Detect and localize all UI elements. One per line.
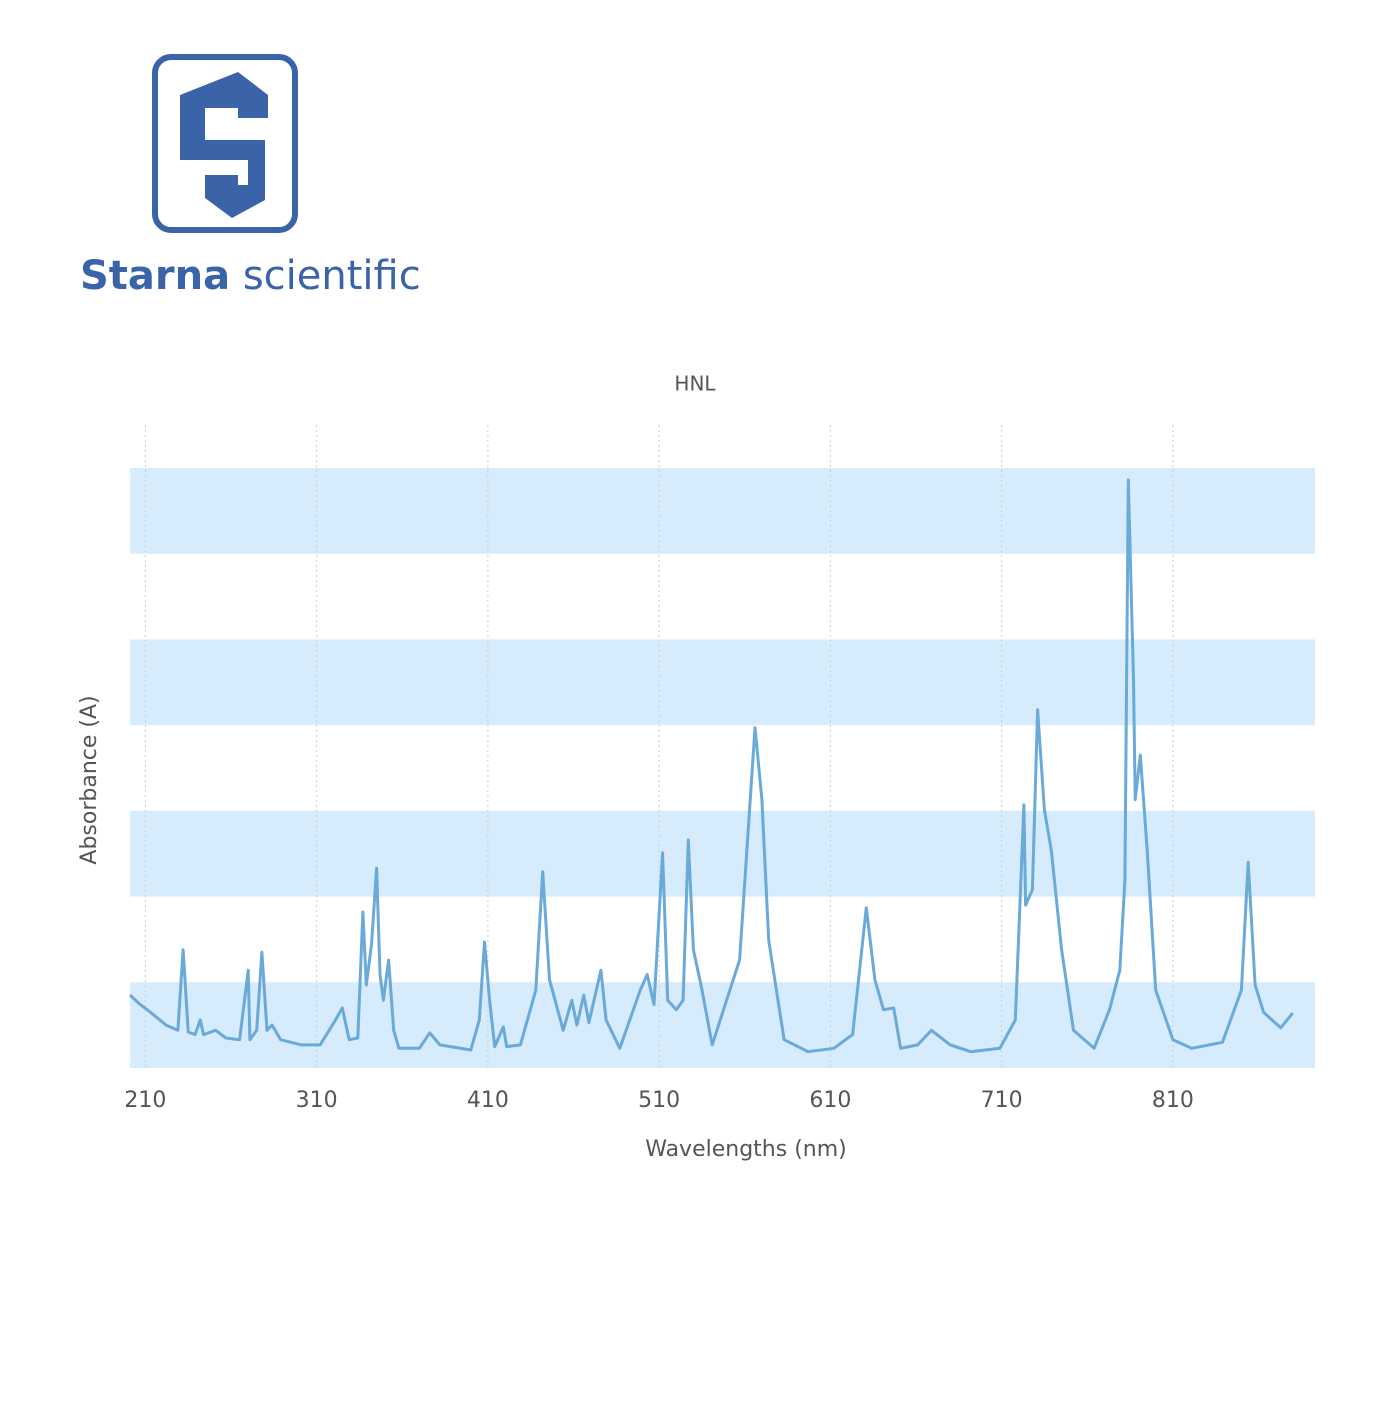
x-tick-label: 610	[809, 1088, 851, 1113]
logo-suffix: scientific	[243, 253, 421, 299]
band	[130, 639, 1315, 726]
logo-mark	[180, 72, 268, 218]
chart-title: HNL	[674, 372, 716, 396]
x-tick-label: 710	[981, 1088, 1023, 1113]
x-tick-label: 810	[1152, 1088, 1194, 1113]
x-tick-label: 510	[638, 1088, 680, 1113]
y-axis-label: Absorbance (A)	[77, 695, 102, 864]
band	[130, 468, 1315, 554]
logo-frame	[152, 54, 298, 233]
x-tick-label: 410	[467, 1088, 509, 1113]
x-tick-label: 310	[296, 1088, 338, 1113]
band	[130, 810, 1315, 897]
band	[130, 982, 1315, 1068]
logo: Starna scientific	[80, 54, 421, 299]
logo-brand: Starna	[80, 253, 230, 299]
plot: 210 310 410 510 610 710 810	[124, 425, 1315, 1113]
logo-text: Starna scientific	[80, 253, 421, 299]
spectrum-line	[128, 478, 1294, 1054]
x-axis-label: Wavelengths (nm)	[645, 1137, 847, 1162]
x-tick-label: 210	[124, 1088, 166, 1113]
